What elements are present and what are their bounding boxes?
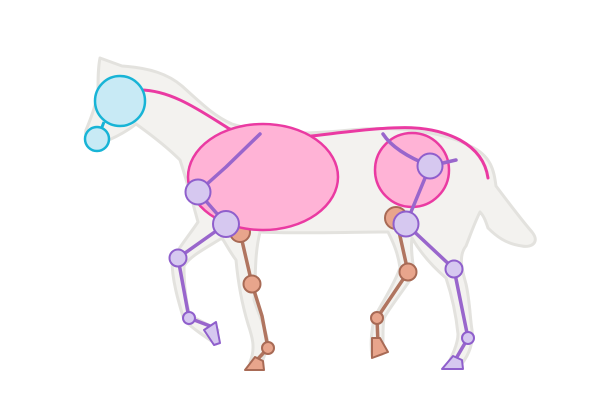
near-knee-joint — [168, 248, 188, 268]
near-fetlock-joint — [182, 311, 196, 325]
far-hock-joint — [398, 262, 418, 282]
far-hind-hoof — [371, 337, 389, 359]
near-elbow-joint — [212, 210, 240, 238]
head-circle — [93, 74, 147, 128]
far-hind-fetlock-joint — [370, 311, 384, 325]
near-hind-hoof — [441, 355, 464, 370]
near-hip-joint — [416, 152, 444, 180]
near-hind-fetlock-joint — [461, 331, 475, 345]
far-knee-joint — [242, 274, 262, 294]
far-front-hoof — [244, 356, 265, 371]
near-front-hoof — [203, 321, 221, 346]
spine-curve — [138, 88, 490, 180]
muzzle-circle — [83, 125, 111, 153]
chest-ellipse — [186, 122, 340, 232]
near-stifle-joint — [392, 210, 420, 238]
far-hindleg — [375, 216, 410, 346]
near-hock-joint — [444, 259, 464, 279]
near-shoulder-joint — [184, 178, 212, 206]
far-fetlock-joint — [261, 341, 275, 355]
